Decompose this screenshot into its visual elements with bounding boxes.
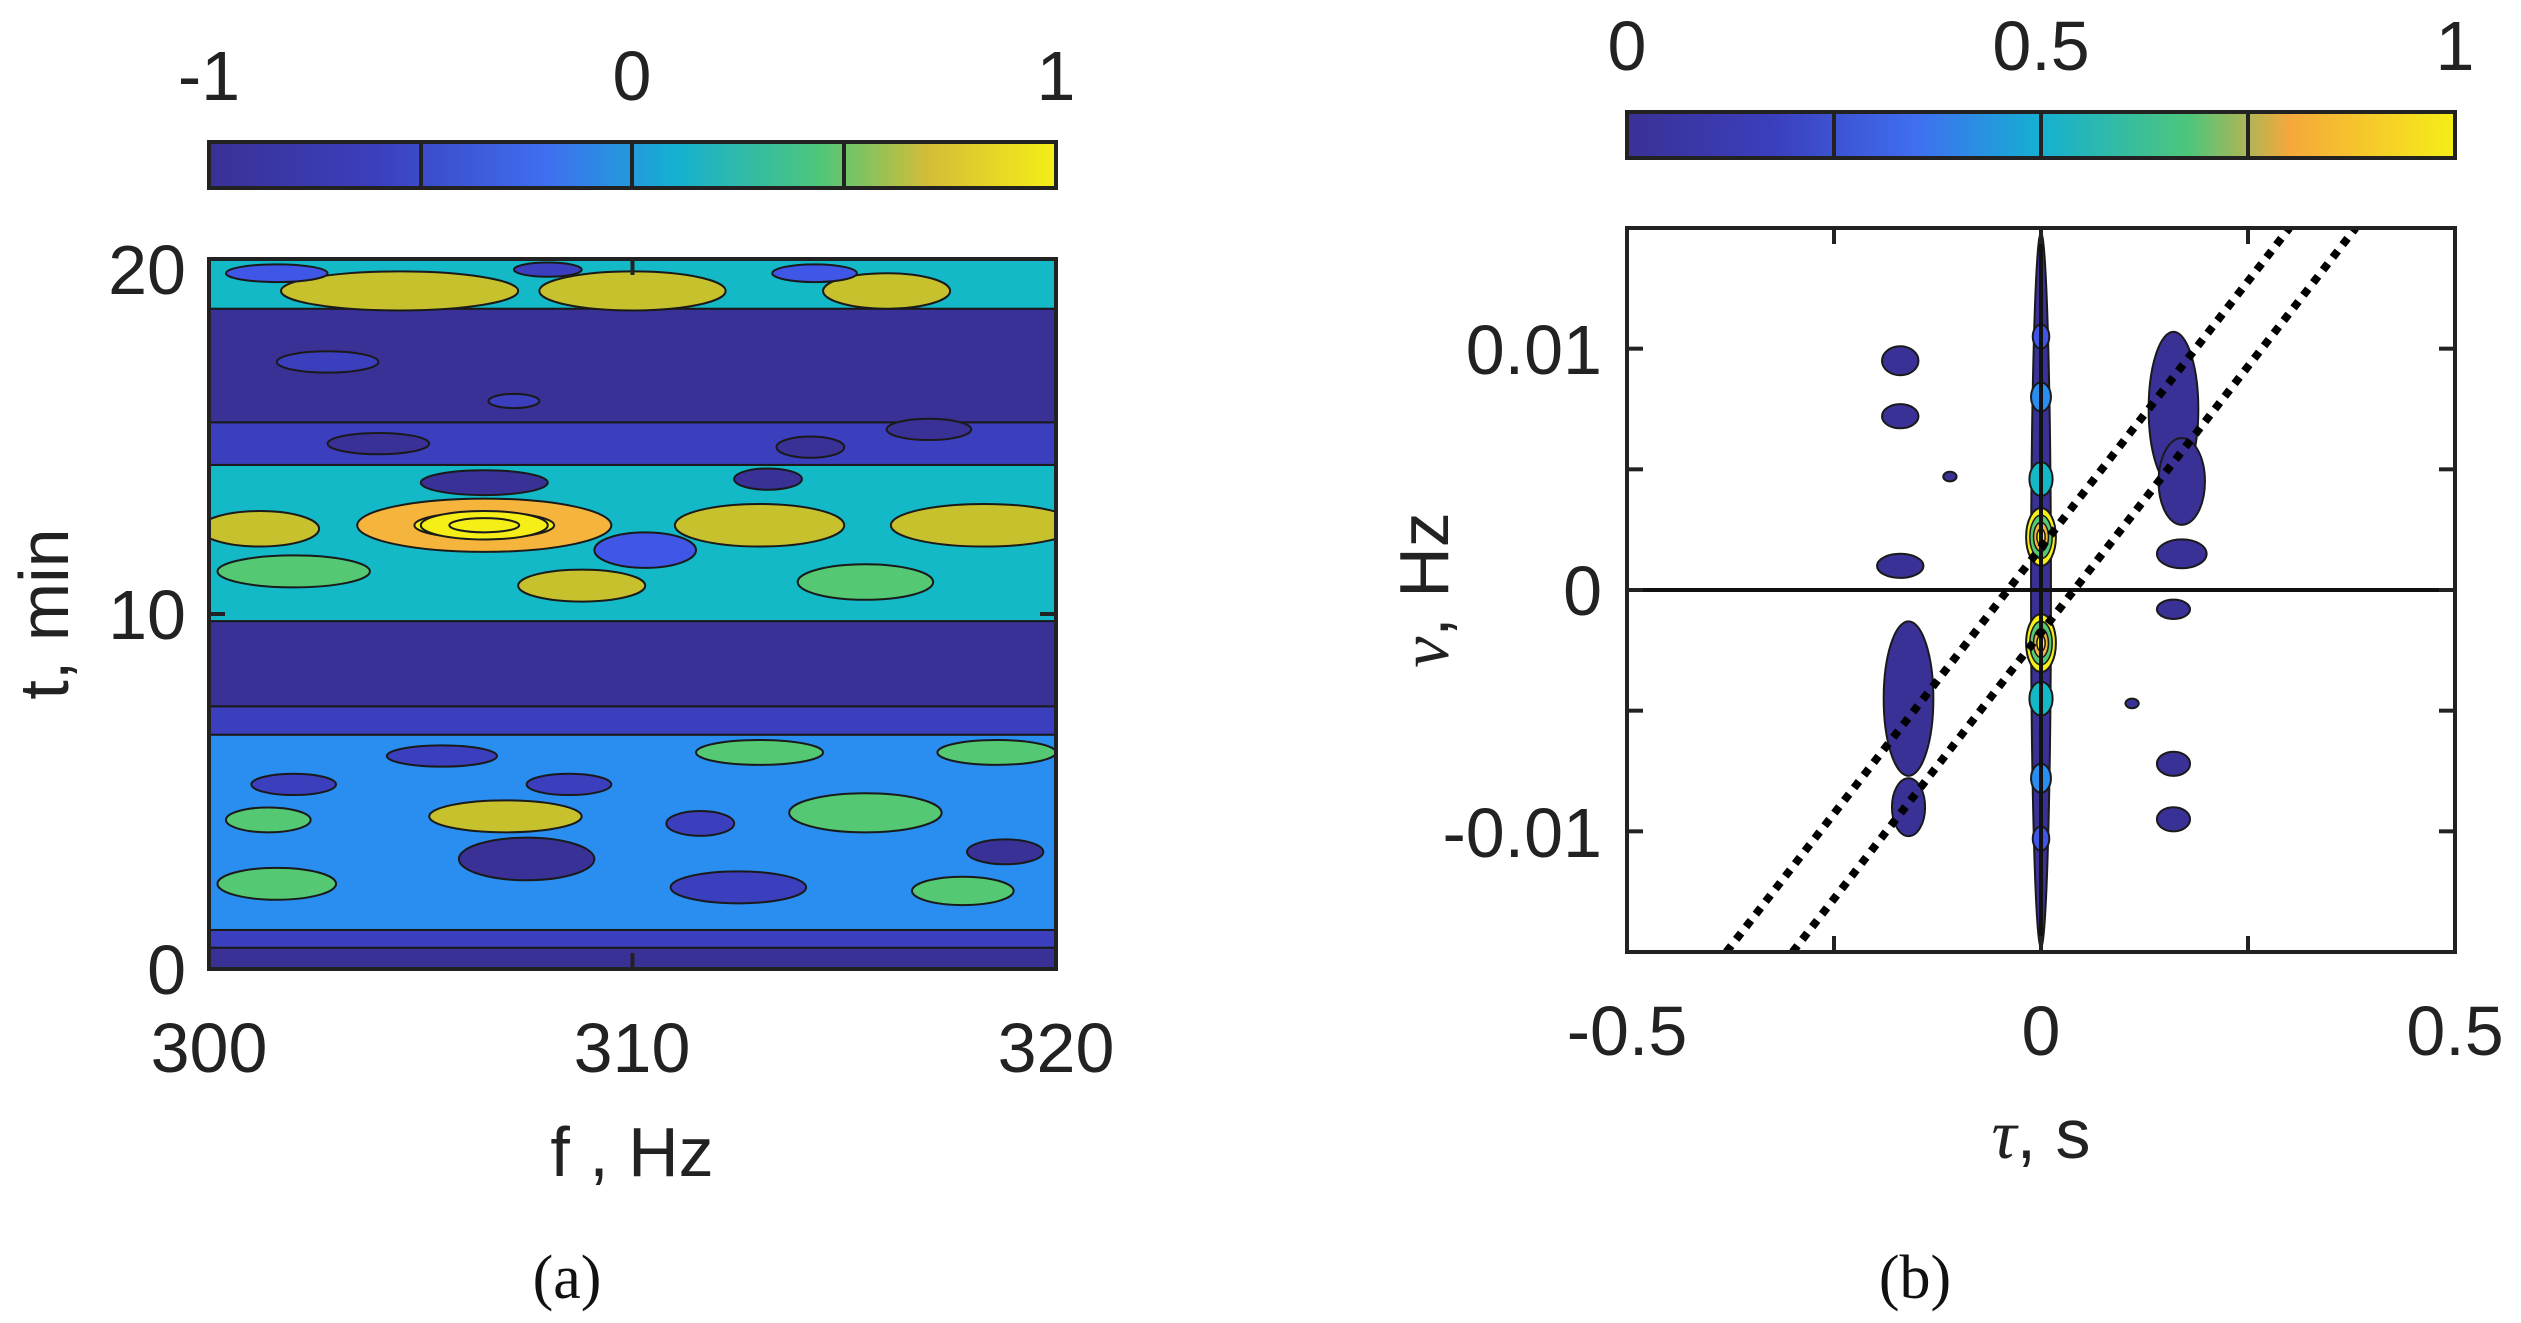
plot-b-area xyxy=(1627,228,2455,952)
a-band xyxy=(209,928,1056,949)
a-contour-feature xyxy=(487,392,541,410)
a-contour-feature xyxy=(250,772,338,797)
b-ylabel-unit: , Hz xyxy=(1385,512,1463,636)
a-contour-feature xyxy=(796,563,935,601)
a-contour-feature xyxy=(275,350,380,374)
b-xlabel: τ, s xyxy=(1992,1095,2091,1174)
a-contour-feature xyxy=(512,261,583,278)
panel-a: -1 0 1 300 310 320 0 10 20 f , Hz t, min… xyxy=(5,37,1114,1312)
a-contour-core xyxy=(448,517,521,534)
colorbar-a: -1 0 1 xyxy=(178,37,1076,190)
a-band xyxy=(209,620,1056,708)
a-contour-feature xyxy=(673,502,846,548)
b-ylabel-symbol: ν xyxy=(1387,636,1464,668)
b-xtick-0: 0 xyxy=(2022,992,2061,1070)
b-panel-caption: (b) xyxy=(1879,1244,1951,1312)
a-contour-feature xyxy=(788,792,943,834)
plot-a-area xyxy=(209,259,1056,969)
b-blob xyxy=(1876,552,1925,579)
a-contour-feature xyxy=(966,838,1045,866)
b-blob xyxy=(2155,750,2192,777)
colorbar-a-label-mid: 0 xyxy=(613,37,652,115)
a-contour-feature xyxy=(936,739,1056,766)
b-blob xyxy=(2155,598,2192,620)
b-xtick-05: 0.5 xyxy=(2406,992,2503,1070)
a-contour-feature xyxy=(593,531,698,569)
a-contour-feature xyxy=(385,744,498,768)
colorbar-b-label-mid: 0.5 xyxy=(1992,7,2089,85)
a-panel-caption: (a) xyxy=(533,1244,602,1312)
b-blob xyxy=(2155,806,2192,833)
a-contour-feature xyxy=(885,417,973,442)
a-contour-feature xyxy=(209,510,321,548)
a-ylabel: t, min xyxy=(5,528,83,699)
colorbar-b-label-max: 1 xyxy=(2436,7,2475,85)
a-contour-feature xyxy=(419,469,549,497)
a-contour-feature xyxy=(665,810,736,837)
plot-b-ticks xyxy=(1625,228,2457,952)
a-contour-feature xyxy=(538,270,727,312)
a-contour-feature xyxy=(457,836,596,882)
colorbar-b-label-min: 0 xyxy=(1608,7,1647,85)
b-xlabel-unit: , s xyxy=(2017,1095,2091,1173)
a-contour-feature xyxy=(216,554,371,589)
a-contour-feature xyxy=(669,870,808,905)
a-xtick-320: 320 xyxy=(998,1009,1115,1087)
a-xlabel: f , Hz xyxy=(550,1113,713,1191)
a-contour-feature xyxy=(733,467,803,491)
b-blob xyxy=(1942,470,1958,483)
a-xtick-300: 300 xyxy=(151,1009,268,1087)
b-ytick-001: 0.01 xyxy=(1466,311,1602,389)
b-blob xyxy=(1881,345,1920,377)
colorbar-a-label-min: -1 xyxy=(178,37,240,115)
b-ytick-neg001: -0.01 xyxy=(1442,794,1602,872)
a-contour-feature xyxy=(428,799,583,834)
a-ytick-0: 0 xyxy=(147,931,186,1009)
a-ytick-20: 20 xyxy=(108,231,186,309)
a-contour-feature xyxy=(771,263,858,284)
b-blob xyxy=(1881,403,1920,430)
a-contour-feature xyxy=(911,875,1015,907)
a-ytick-10: 10 xyxy=(108,576,186,654)
colorbar-b: 0 0.5 1 xyxy=(1608,7,2475,160)
b-xtick-neg05: -0.5 xyxy=(1567,992,1688,1070)
a-contour-feature xyxy=(224,263,329,284)
a-band xyxy=(209,705,1056,736)
a-contour-feature xyxy=(326,431,431,456)
a-contour-feature xyxy=(822,272,952,310)
a-contour-feature xyxy=(279,270,520,312)
a-xtick-310: 310 xyxy=(574,1009,691,1087)
a-contour-feature xyxy=(889,502,1056,548)
b-blob xyxy=(2157,436,2206,526)
panel-b: 0 0.5 1 -0.5 0 0.5 -0.01 0 0.01 τ, s ν, … xyxy=(1385,7,2504,1312)
b-xlabel-symbol: τ xyxy=(1992,1097,2020,1174)
a-contour-feature xyxy=(695,739,825,766)
a-contour-feature xyxy=(216,866,338,901)
a-contour-feature xyxy=(775,435,846,459)
b-blob xyxy=(2155,538,2208,570)
a-contour-feature xyxy=(517,568,647,603)
plot-a-ticks xyxy=(207,257,1058,971)
b-ytick-0: 0 xyxy=(1563,552,1602,630)
b-blob xyxy=(2124,697,2140,710)
b-blob xyxy=(1890,777,1927,838)
a-contour-feature xyxy=(525,772,613,797)
a-contour-feature xyxy=(224,806,312,834)
colorbar-a-label-max: 1 xyxy=(1037,37,1076,115)
b-ylabel: ν, Hz xyxy=(1385,512,1464,668)
